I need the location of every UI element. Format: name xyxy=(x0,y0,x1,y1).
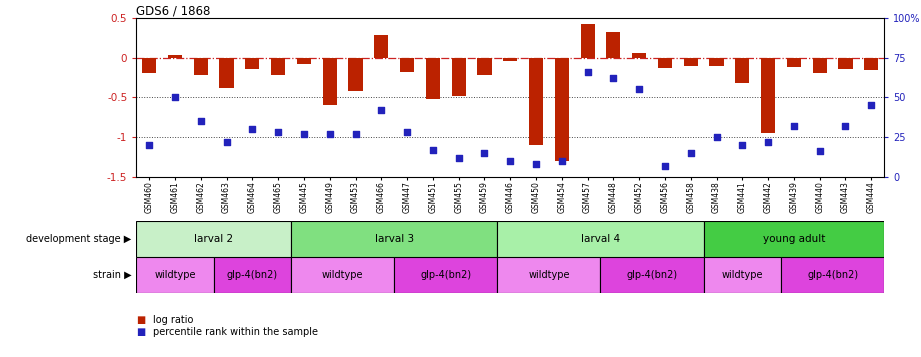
Point xyxy=(838,123,853,129)
Point xyxy=(632,86,647,92)
Point xyxy=(168,95,182,100)
Text: ■: ■ xyxy=(136,327,146,337)
Bar xyxy=(761,57,775,133)
Bar xyxy=(142,57,157,74)
Bar xyxy=(838,57,853,69)
Bar xyxy=(812,57,827,74)
Bar xyxy=(271,57,286,75)
Point xyxy=(864,102,879,108)
Point xyxy=(554,158,569,164)
Bar xyxy=(322,57,337,105)
Bar xyxy=(400,57,414,72)
Point xyxy=(451,155,466,161)
Point xyxy=(245,126,260,132)
Bar xyxy=(709,57,724,66)
Point xyxy=(219,139,234,145)
Bar xyxy=(632,53,647,57)
Bar xyxy=(787,57,801,67)
Point xyxy=(658,163,672,169)
Point xyxy=(322,131,337,137)
Bar xyxy=(606,32,621,57)
Text: wildtype: wildtype xyxy=(321,270,364,280)
Bar xyxy=(781,257,884,293)
Text: log ratio: log ratio xyxy=(153,315,193,325)
Bar xyxy=(394,257,497,293)
Bar xyxy=(291,221,497,257)
Text: percentile rank within the sample: percentile rank within the sample xyxy=(153,327,318,337)
Bar xyxy=(600,257,704,293)
Bar xyxy=(219,57,234,88)
Bar xyxy=(580,24,595,57)
Text: wildtype: wildtype xyxy=(154,270,196,280)
Bar xyxy=(136,221,291,257)
Text: glp-4(bn2): glp-4(bn2) xyxy=(626,270,678,280)
Text: wildtype: wildtype xyxy=(528,270,570,280)
Text: larval 4: larval 4 xyxy=(581,234,620,244)
Point xyxy=(761,139,775,145)
Bar xyxy=(477,57,492,75)
Bar xyxy=(735,57,750,83)
Bar xyxy=(451,57,466,96)
Bar xyxy=(497,221,704,257)
Bar xyxy=(297,57,311,64)
Bar xyxy=(193,57,208,75)
Text: GDS6 / 1868: GDS6 / 1868 xyxy=(136,5,211,18)
Bar xyxy=(348,57,363,91)
Bar xyxy=(136,257,214,293)
Bar xyxy=(374,35,389,57)
Text: larval 3: larval 3 xyxy=(375,234,414,244)
Point xyxy=(503,158,518,164)
Point xyxy=(348,131,363,137)
Point xyxy=(787,123,801,129)
Point xyxy=(529,161,543,167)
Point xyxy=(142,142,157,148)
Text: development stage ▶: development stage ▶ xyxy=(27,234,132,244)
Text: strain ▶: strain ▶ xyxy=(93,270,132,280)
Point xyxy=(477,150,492,156)
Point xyxy=(735,142,750,148)
Point xyxy=(426,147,440,152)
Bar xyxy=(554,57,569,161)
Bar xyxy=(214,257,291,293)
Point xyxy=(271,129,286,135)
Point xyxy=(193,118,208,124)
Point xyxy=(683,150,698,156)
Text: ■: ■ xyxy=(136,315,146,325)
Bar xyxy=(529,57,543,145)
Text: wildtype: wildtype xyxy=(721,270,764,280)
Bar xyxy=(497,257,600,293)
Point xyxy=(709,134,724,140)
Point xyxy=(606,75,621,81)
Bar xyxy=(704,221,884,257)
Point xyxy=(400,129,414,135)
Bar xyxy=(503,57,518,61)
Bar xyxy=(245,57,260,70)
Bar xyxy=(704,257,781,293)
Text: glp-4(bn2): glp-4(bn2) xyxy=(420,270,472,280)
Bar xyxy=(168,55,182,57)
Text: glp-4(bn2): glp-4(bn2) xyxy=(227,270,278,280)
Bar xyxy=(426,57,440,99)
Text: young adult: young adult xyxy=(763,234,825,244)
Point xyxy=(580,69,595,75)
Bar xyxy=(291,257,394,293)
Bar xyxy=(864,57,879,70)
Bar xyxy=(658,57,672,68)
Point xyxy=(297,131,311,137)
Text: glp-4(bn2): glp-4(bn2) xyxy=(807,270,858,280)
Bar xyxy=(683,57,698,66)
Point xyxy=(374,107,389,113)
Point xyxy=(812,149,827,154)
Text: larval 2: larval 2 xyxy=(194,234,233,244)
